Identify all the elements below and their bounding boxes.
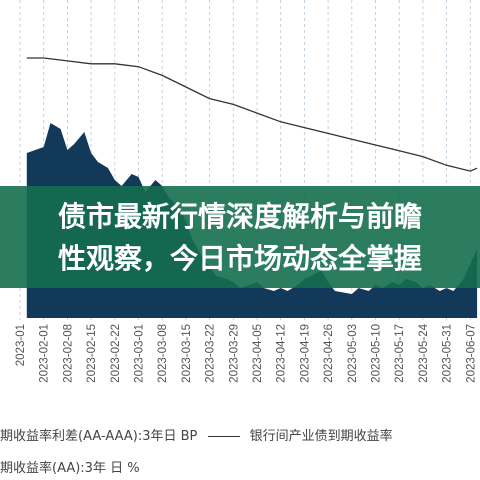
legend-item-yield-cont: 期收益率(AA):3年 日 % [0, 461, 140, 476]
chart-legend-row-2: 期收益率(AA):3年 日 % [0, 457, 480, 476]
x-tick-label: 2023-03-15 [181, 324, 193, 383]
x-tick-label: 2023-03-01 [134, 324, 146, 383]
x-tick-label: 2023-04-26 [323, 324, 335, 383]
x-tick-label: 2023-01 [15, 324, 27, 366]
x-tick-label: 2023-04-19 [299, 324, 311, 383]
x-tick-label: 2023-03-08 [157, 324, 169, 383]
legend-line-swatch [207, 436, 240, 437]
x-axis-tick-labels: 2023-01 2023-02-01 2023-02-08 2023-02-15 202… [15, 323, 477, 382]
x-tick-label: 2023-03-29 [228, 324, 240, 383]
title-banner: 债市最新行情深度解析与前瞻 性观察，今日市场动态全掌握 [0, 186, 480, 288]
banner-title-line-2: 性观察，今日市场动态全掌握 [57, 242, 422, 275]
x-tick-label: 2023-02-15 [86, 324, 98, 383]
chart-legend-row-1: 期收益率利差(AA-AAA):3年日 BP 银行间产业债到期收益率 [0, 425, 480, 444]
x-tick-label: 2023-05-24 [418, 323, 430, 382]
x-tick-label: 2023-06-07 [465, 324, 477, 383]
x-tick-label: 2023-03-22 [205, 324, 217, 383]
legend-item-spread: 期收益率利差(AA-AAA):3年日 BP [0, 429, 198, 444]
x-tick-label: 2023-05-17 [394, 324, 406, 383]
x-tick-label: 2023-05-10 [371, 324, 383, 383]
x-tick-label: 2023-02-22 [110, 324, 122, 383]
yield-line-series [26, 57, 478, 172]
x-tick-label: 2023-02-08 [62, 324, 74, 383]
banner-title-line-1: 债市最新行情深度解析与前瞻 [57, 200, 422, 233]
x-tick-label: 2023-04-12 [276, 324, 288, 383]
x-tick-label: 2023-04-05 [252, 324, 264, 383]
x-tick-label: 2023-02-01 [39, 324, 51, 383]
x-tick-label: 2023-05-31 [442, 324, 454, 383]
x-tick-label: 2023-05-03 [347, 324, 359, 383]
banner-title: 债市最新行情深度解析与前瞻 性观察，今日市场动态全掌握 [0, 196, 480, 280]
legend-item-yield: 银行间产业债到期收益率 [249, 429, 393, 444]
